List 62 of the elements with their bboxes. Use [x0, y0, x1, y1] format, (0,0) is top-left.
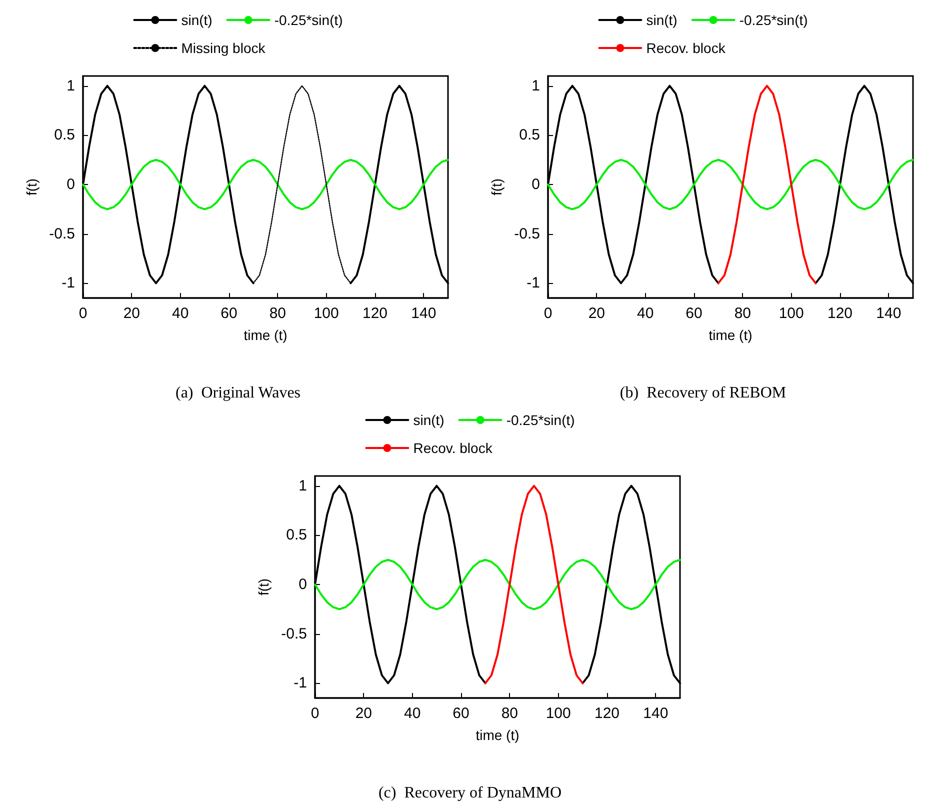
- text: (a) Original Waves: [175, 384, 301, 402]
- line-series: [82, 158, 449, 210]
- y-axis-title: f(t): [255, 578, 272, 596]
- x-tick-label: 140: [411, 305, 436, 322]
- x-tick-label: 20: [123, 305, 140, 322]
- legend-label: sin(t): [413, 412, 444, 428]
- x-tick-label: 140: [876, 305, 902, 322]
- x-tick-label: 100: [546, 705, 571, 722]
- line-series: [484, 484, 584, 684]
- x-tick-label: 60: [452, 705, 470, 722]
- x-axis-title: time (t): [708, 327, 752, 343]
- y-tick-label: -1: [62, 274, 75, 292]
- y-axis-title: f(t): [488, 178, 504, 196]
- x-axis-title: time (t): [244, 327, 288, 343]
- y-tick-label: 0: [298, 576, 307, 594]
- y-tick-label: 0.5: [519, 126, 540, 144]
- x-axis-title: time (t): [476, 727, 520, 743]
- legend-label: Recov. block: [646, 40, 726, 56]
- y-tick-label: 1: [532, 77, 540, 94]
- x-tick-label: 100: [778, 305, 804, 322]
- x-tick-label: 60: [686, 305, 702, 322]
- legend-label: sin(t): [181, 12, 212, 28]
- y-tick-label: -1: [294, 674, 307, 692]
- legend-label: -0.25*sin(t): [274, 12, 343, 28]
- text: (b) Recovery of REBOM: [620, 384, 786, 402]
- legend-label: sin(t): [646, 12, 678, 28]
- y-tick-label: 1: [298, 477, 307, 494]
- y-tick-label: 1: [66, 77, 75, 94]
- x-tick-label: 20: [588, 305, 606, 322]
- x-tick-label: 60: [220, 305, 238, 322]
- y-tick-label: -1: [526, 274, 540, 292]
- x-tick-label: 120: [827, 305, 853, 322]
- y-tick-label: -0.5: [514, 225, 540, 242]
- x-tick-label: 120: [594, 705, 620, 722]
- text: (c) Recovery of DynaMMO: [378, 784, 562, 802]
- y-axis-title: f(t): [23, 178, 40, 196]
- legend-label: Missing block: [181, 40, 266, 56]
- line-series: [717, 84, 817, 284]
- x-tick-label: 20: [355, 705, 372, 722]
- x-tick-label: 140: [643, 705, 668, 722]
- x-tick-label: 0: [78, 305, 88, 322]
- y-tick-label: 0.5: [286, 526, 307, 544]
- line-series: [314, 558, 681, 610]
- y-tick-label: -0.5: [281, 625, 307, 642]
- x-tick-label: 100: [314, 305, 339, 322]
- y-tick-label: 0: [532, 176, 540, 194]
- line-series: [547, 158, 914, 210]
- x-tick-label: 0: [544, 305, 552, 322]
- x-tick-label: 80: [269, 305, 286, 322]
- y-tick-label: -0.5: [49, 225, 75, 242]
- x-tick-label: 0: [310, 705, 320, 722]
- x-tick-label: 80: [734, 305, 752, 322]
- legend-label: -0.25*sin(t): [506, 412, 575, 428]
- x-tick-label: 120: [362, 305, 388, 322]
- legend-label: -0.25*sin(t): [739, 12, 808, 28]
- y-tick-label: 0.5: [54, 126, 75, 144]
- x-tick-label: 40: [404, 705, 421, 722]
- legend-label: Recov. block: [413, 440, 494, 456]
- y-tick-label: 0: [66, 176, 75, 194]
- x-tick-label: 40: [636, 305, 654, 322]
- x-tick-label: 80: [501, 705, 518, 722]
- x-tick-label: 40: [172, 305, 189, 322]
